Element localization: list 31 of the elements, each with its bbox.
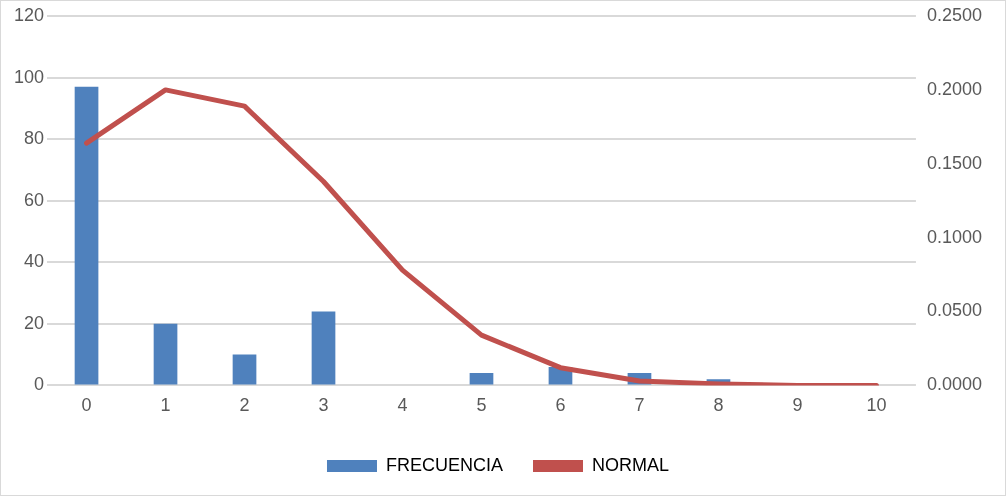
y2-tick-label: 0.0000 (926, 374, 983, 395)
y-tick-label: 120 (13, 4, 45, 25)
bar (232, 354, 257, 385)
y-tick-label: 40 (24, 251, 45, 272)
y-tick-label: 0 (34, 374, 45, 395)
bar (469, 373, 494, 385)
x-tick-label: 2 (239, 395, 250, 416)
x-tick-label: 0 (81, 395, 92, 416)
y2-tick-label: 0.0500 (926, 300, 983, 321)
x-tick-label: 10 (866, 395, 887, 416)
bar (311, 311, 336, 385)
x-tick-label: 7 (634, 395, 645, 416)
x-tick-label: 9 (792, 395, 803, 416)
x-tick-label: 5 (476, 395, 487, 416)
bar (74, 86, 99, 385)
x-tick-label: 3 (318, 395, 329, 416)
bar (153, 323, 178, 385)
y-tick-label: 80 (24, 128, 45, 149)
y-tick-label: 20 (24, 312, 45, 333)
y2-tick-label: 0.2500 (926, 4, 983, 25)
y2-tick-label: 0.1000 (926, 226, 983, 247)
x-tick-label: 8 (713, 395, 724, 416)
y-tick-label: 100 (13, 66, 45, 87)
x-tick-label: 4 (397, 395, 408, 416)
x-tick-label: 1 (160, 395, 171, 416)
legend-label: FRECUENCIA (385, 454, 504, 475)
y2-tick-label: 0.1500 (926, 152, 983, 173)
y-tick-label: 60 (24, 189, 45, 210)
x-tick-label: 6 (555, 395, 566, 416)
legend-label: NORMAL (592, 454, 670, 475)
y2-tick-label: 0.2000 (926, 78, 983, 99)
